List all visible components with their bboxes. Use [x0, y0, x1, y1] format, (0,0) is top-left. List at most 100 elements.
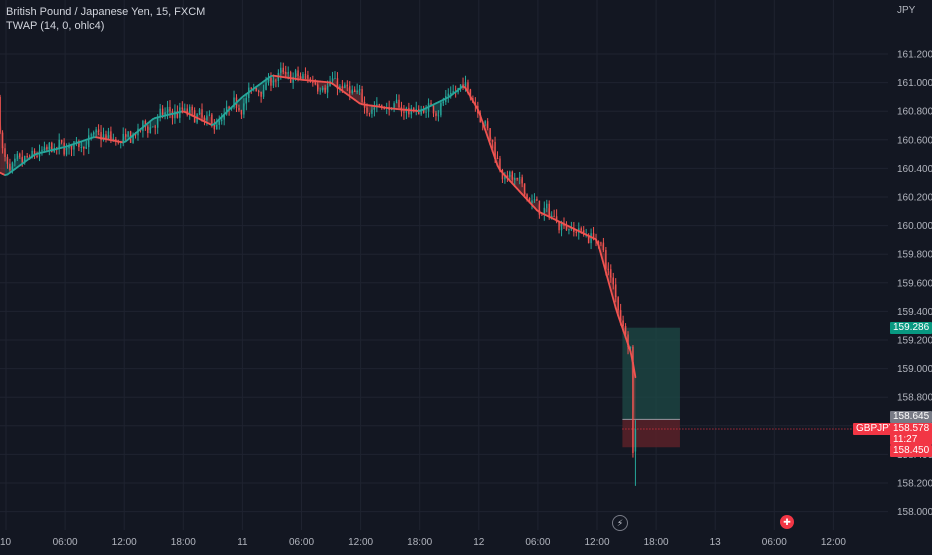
candle-body [462, 84, 463, 85]
candle-body [322, 88, 323, 91]
candle-body [297, 70, 298, 76]
candle-body [127, 131, 128, 136]
price-tick-label: 160.800 [897, 107, 932, 118]
candle-body [521, 177, 522, 183]
candle-body [519, 177, 520, 178]
candle-body [9, 164, 10, 170]
candle-body [361, 89, 362, 102]
candle-body [184, 108, 185, 109]
candle-body [22, 157, 23, 163]
candle-body [125, 134, 126, 137]
candle-body [438, 115, 439, 116]
candle-body [206, 116, 207, 121]
candle-body [509, 172, 510, 177]
candle-body [265, 83, 266, 91]
price-tick-label: 160.200 [897, 193, 932, 204]
candle-body [608, 269, 609, 270]
candle-body [467, 82, 468, 89]
candle-body [150, 127, 151, 133]
price-tick-label: 158.200 [897, 479, 932, 490]
candle-body [603, 243, 604, 250]
candle-body [516, 178, 517, 179]
price-tick-label: 159.200 [897, 336, 932, 347]
candle-body [71, 145, 72, 149]
time-tick-label: 18:00 [644, 537, 669, 548]
candle-body [36, 156, 37, 157]
time-tick-label: 18:00 [407, 537, 432, 548]
candle-body [162, 109, 163, 115]
time-tick-label: 11 [237, 537, 248, 548]
candle-body [443, 102, 444, 103]
candle-body [531, 200, 532, 203]
stop-price-tag: 158.450 [890, 445, 932, 457]
candle-body [204, 118, 205, 121]
candle-body [2, 133, 3, 149]
price-tick-label: 159.800 [897, 250, 932, 261]
twap-line [0, 76, 635, 378]
candle-body [351, 89, 352, 93]
position-zones [622, 328, 888, 448]
candle-body [425, 112, 426, 113]
candle-body [359, 89, 360, 90]
candle-body [209, 115, 210, 116]
candle-body [246, 98, 247, 103]
candle-body [0, 97, 1, 133]
candle-body [366, 108, 367, 114]
candle-body [191, 107, 192, 110]
price-tick-label: 159.600 [897, 278, 932, 289]
candle-body [201, 109, 202, 117]
candle-body [403, 112, 404, 113]
candle-body [17, 154, 18, 159]
candle-body [258, 91, 259, 92]
candle-body [551, 216, 552, 217]
flag-icon[interactable]: ✚ [780, 515, 794, 529]
candle-body [81, 147, 82, 148]
candle-body [487, 121, 488, 128]
candle-body [90, 134, 91, 135]
candle-body [169, 107, 170, 111]
candle-body [497, 158, 498, 159]
twap-fill [0, 70, 635, 440]
candle-body [568, 229, 569, 230]
candle-body [154, 126, 155, 127]
candle-body [63, 143, 64, 155]
candle-body [435, 113, 436, 116]
candle-body [344, 85, 345, 88]
candle-body [46, 147, 47, 150]
time-tick-label: 12:00 [584, 537, 609, 548]
time-tick-label: 12:00 [348, 537, 373, 548]
time-tick-label: 10 [0, 537, 12, 548]
candle-body [110, 131, 111, 139]
candle-body [450, 93, 451, 94]
target-zone [622, 328, 680, 420]
candle-body [12, 162, 13, 170]
candle-body [14, 159, 15, 163]
candle-body [275, 81, 276, 82]
candle-body [182, 107, 183, 109]
candle-body [164, 112, 165, 115]
candle-body [374, 108, 375, 110]
candle-body [66, 148, 67, 154]
candle-body [241, 110, 242, 114]
candle-body [465, 82, 466, 85]
candle-body [393, 103, 394, 108]
price-tick-label: 160.600 [897, 135, 932, 146]
candle-body [635, 429, 636, 452]
candle-body [315, 82, 316, 84]
candle-body [324, 88, 325, 93]
time-tick-label: 12:00 [112, 537, 137, 548]
candle-body [88, 135, 89, 147]
lightning-icon[interactable]: ⚡ [612, 515, 628, 531]
entry-price-tag: 158.645 [890, 411, 932, 423]
candle-body [147, 127, 148, 134]
candle-body [622, 321, 623, 326]
candle-body [576, 232, 577, 233]
candle-body [108, 131, 109, 138]
candle-body [167, 107, 168, 112]
candle-body [356, 91, 357, 92]
candle-body [327, 86, 328, 93]
time-tick-label: 12 [473, 537, 485, 548]
